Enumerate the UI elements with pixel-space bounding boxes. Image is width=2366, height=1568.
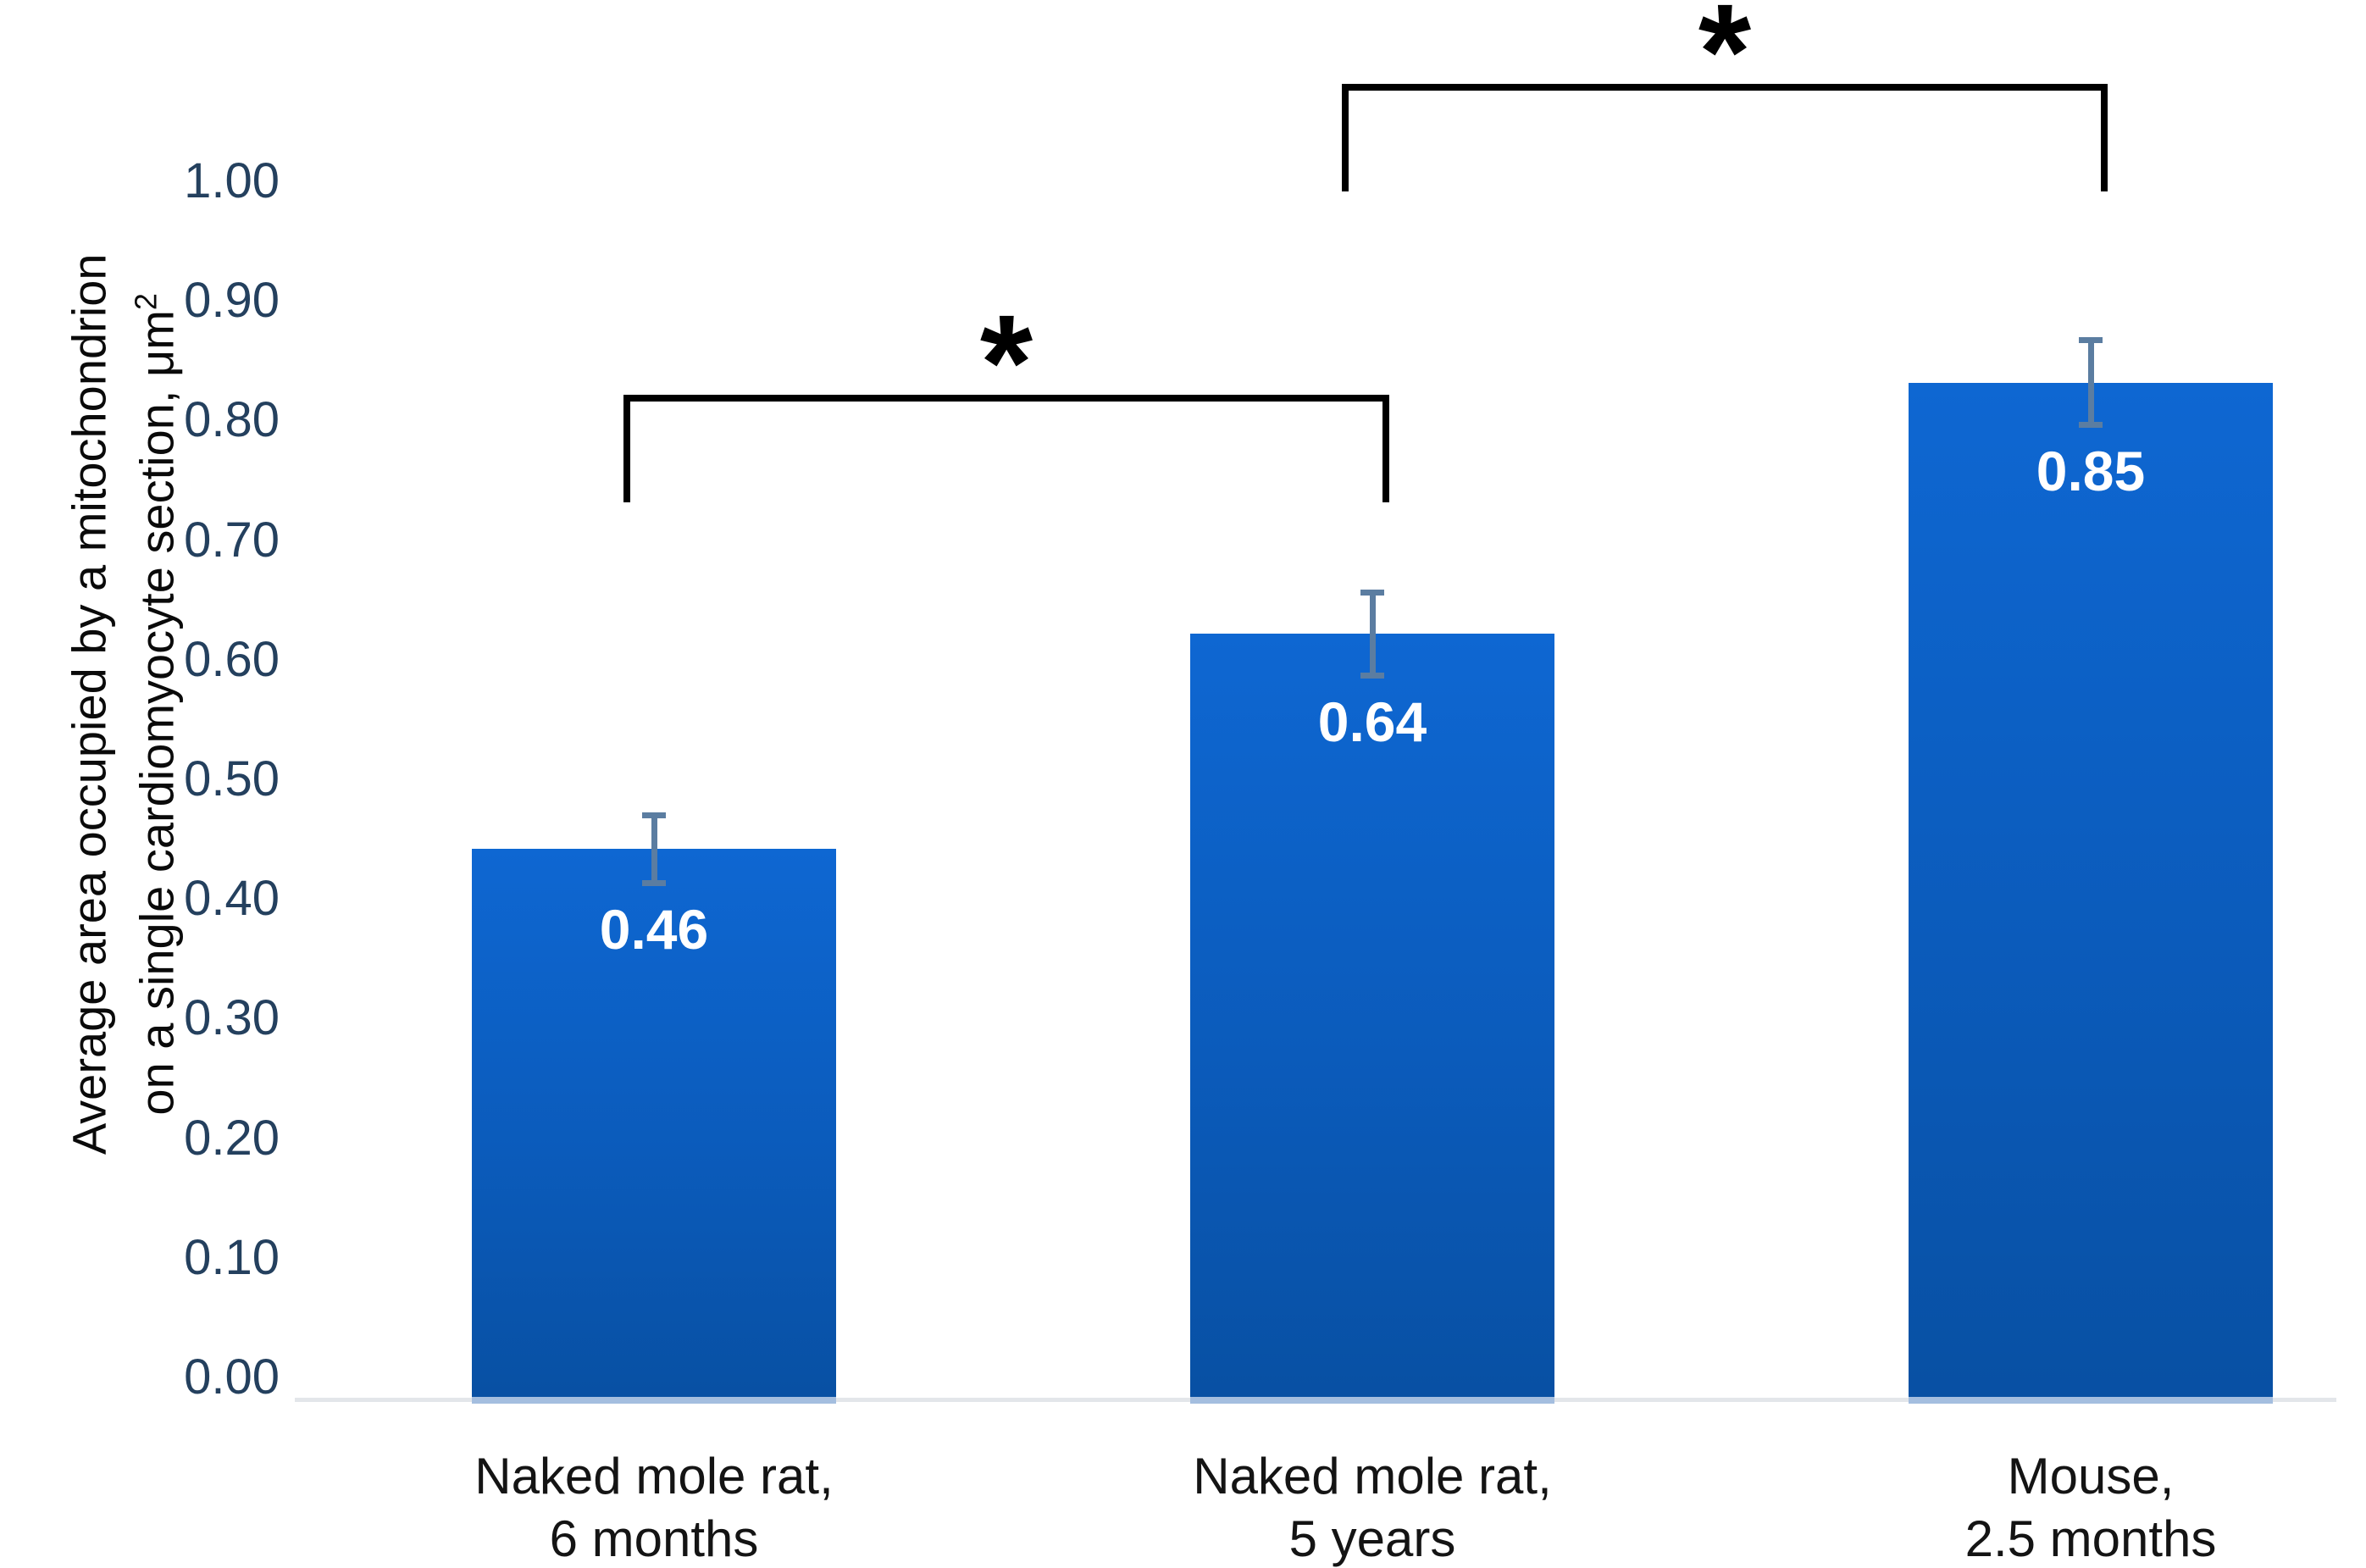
bar [1909,382,2273,1399]
significance-bracket-right-leg [1382,394,1389,502]
bar-value-label: 0.85 [2036,440,2146,503]
y-tick-label: 0.60 [184,631,280,687]
x-category-label-line2: 2.5 months [1964,1510,2217,1567]
y-axis-title-line1: Average area occupied by a mitochondrion [62,253,116,1155]
x-category-label: Naked mole rat, 6 months [332,1445,976,1568]
error-bar-whisker [2088,337,2094,429]
x-category-label-line1: Mouse, [2007,1448,2175,1504]
x-category-label-line1: Naked mole rat, [1193,1448,1552,1504]
y-tick-label: 0.80 [184,392,280,448]
error-bar-top-cap [1360,590,1384,596]
bar-bottom-edge [1909,1397,2273,1404]
error-bar-whisker [651,812,657,887]
bar-value-label: 0.64 [1317,690,1427,753]
error-bar-bottom-cap [642,880,666,887]
significance-bracket-bar [623,394,1389,402]
significance-asterisk: * [1698,0,1752,127]
error-bar-bottom-cap [1360,672,1384,679]
bar [1190,634,1554,1399]
bar-value-label: 0.46 [599,898,709,961]
y-tick-label: 0.70 [184,512,280,568]
bar-bottom-edge [1190,1397,1554,1404]
significance-bracket-left-leg [1342,83,1349,191]
error-bar-whisker [1370,590,1376,679]
error-bar-top-cap [2079,337,2103,344]
y-tick-label: 0.00 [184,1349,280,1405]
y-tick-label: 0.40 [184,871,280,927]
y-tick-label: 0.50 [184,751,280,806]
significance-bracket-right-leg [2101,83,2108,191]
x-category-label-line1: Naked mole rat, [474,1448,834,1504]
error-bar-top-cap [642,812,666,818]
y-tick-label: 0.90 [184,273,280,329]
x-category-label: Mouse, 2.5 months [1769,1445,2366,1568]
y-tick-label: 0.10 [184,1229,280,1285]
bar [472,849,836,1399]
x-category-label: Naked mole rat, 5 years [1050,1445,1694,1568]
bar-bottom-edge [472,1397,836,1404]
significance-asterisk: * [979,285,1033,438]
error-bar-bottom-cap [2079,422,2103,429]
y-tick-label: 0.20 [184,1110,280,1166]
significance-bracket-left-leg [623,394,630,502]
x-category-label-line2: 5 years [1288,1510,1456,1567]
x-category-label-line2: 6 months [549,1510,759,1567]
y-tick-label: 0.30 [184,990,280,1046]
significance-bracket-bar [1342,83,2108,91]
y-tick-label: 1.00 [184,153,280,208]
